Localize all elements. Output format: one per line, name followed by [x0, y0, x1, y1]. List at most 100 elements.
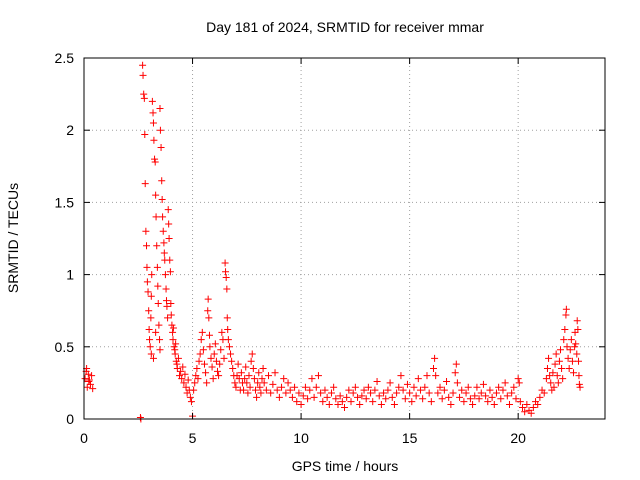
- data-point: [351, 383, 359, 391]
- data-point: [523, 401, 531, 409]
- data-point: [204, 295, 212, 303]
- data-point: [561, 325, 569, 333]
- data-point: [484, 398, 492, 406]
- data-point: [286, 386, 294, 394]
- data-point: [84, 370, 92, 378]
- data-point: [423, 372, 431, 380]
- data-point: [536, 393, 544, 401]
- data-point: [572, 340, 580, 348]
- data-point: [242, 363, 250, 371]
- data-point: [152, 213, 160, 221]
- data-point: [152, 328, 160, 336]
- data-point: [282, 389, 290, 397]
- data-point: [399, 386, 407, 394]
- data-point: [390, 401, 398, 409]
- data-point: [284, 379, 292, 387]
- data-point: [453, 379, 461, 387]
- data-point: [224, 336, 232, 344]
- data-point: [156, 336, 164, 344]
- data-point: [150, 136, 158, 144]
- data-point: [560, 336, 568, 344]
- data-point: [222, 273, 230, 281]
- data-point: [241, 375, 249, 383]
- data-point: [505, 401, 513, 409]
- data-point: [567, 336, 575, 344]
- data-point: [477, 389, 485, 397]
- data-point: [160, 249, 168, 257]
- data-point: [220, 354, 228, 362]
- data-point: [227, 350, 235, 358]
- data-point: [155, 321, 163, 329]
- data-point: [382, 395, 390, 403]
- data-point: [269, 380, 277, 388]
- data-point: [356, 401, 364, 409]
- data-point: [575, 357, 583, 365]
- data-point: [527, 409, 535, 417]
- gridlines: [84, 58, 605, 419]
- data-point: [191, 379, 199, 387]
- data-point: [141, 180, 149, 188]
- data-point: [319, 398, 327, 406]
- data-point: [443, 377, 451, 385]
- data-point: [345, 386, 353, 394]
- data-point: [147, 350, 155, 358]
- data-point: [156, 126, 164, 134]
- data-point: [206, 343, 214, 351]
- data-point: [204, 307, 212, 315]
- data-point: [512, 395, 520, 403]
- data-point: [360, 386, 368, 394]
- data-point: [210, 350, 218, 358]
- data-point: [148, 271, 156, 279]
- data-point: [408, 398, 416, 406]
- data-point: [153, 242, 161, 250]
- data-point: [558, 364, 566, 372]
- data-point: [87, 380, 95, 388]
- data-point: [430, 364, 438, 372]
- data-point: [427, 398, 435, 406]
- y-tick-label: 1.5: [55, 194, 75, 210]
- data-point: [143, 278, 151, 286]
- data-point: [556, 346, 564, 354]
- data-point: [519, 403, 527, 411]
- data-point: [469, 401, 477, 409]
- data-point: [419, 395, 427, 403]
- data-point: [198, 328, 206, 336]
- y-axis-label: SRMTID / TECUs: [5, 183, 21, 293]
- data-point: [416, 386, 424, 394]
- data-point: [243, 379, 251, 387]
- data-point: [553, 372, 561, 380]
- data-point: [327, 389, 335, 397]
- data-point: [304, 395, 312, 403]
- data-point: [540, 389, 548, 397]
- data-point: [330, 383, 338, 391]
- data-point: [140, 94, 148, 102]
- data-point: [343, 393, 351, 401]
- data-point: [375, 392, 383, 400]
- data-point: [257, 389, 265, 397]
- data-point: [146, 343, 154, 351]
- data-point: [395, 383, 403, 391]
- data-point: [559, 375, 567, 383]
- data-point: [147, 292, 155, 300]
- data-point: [471, 392, 479, 400]
- data-point: [563, 343, 571, 351]
- data-point: [347, 398, 355, 406]
- data-point: [234, 360, 242, 368]
- data-point: [81, 375, 89, 383]
- data-point: [334, 401, 342, 409]
- data-point: [564, 354, 572, 362]
- data-point: [169, 336, 177, 344]
- y-tick-label: 2: [66, 122, 74, 138]
- x-axis-label: GPS time / hours: [292, 458, 399, 474]
- data-point: [85, 376, 93, 384]
- data-point: [410, 383, 418, 391]
- data-point: [571, 343, 579, 351]
- y-tick-label: 2.5: [55, 50, 75, 66]
- data-point: [262, 386, 270, 394]
- data-point: [473, 383, 481, 391]
- x-tick-label: 5: [189, 430, 197, 446]
- y-tick-label: 1: [66, 267, 74, 283]
- data-point: [566, 346, 574, 354]
- data-point: [545, 354, 553, 362]
- data-point: [88, 372, 96, 380]
